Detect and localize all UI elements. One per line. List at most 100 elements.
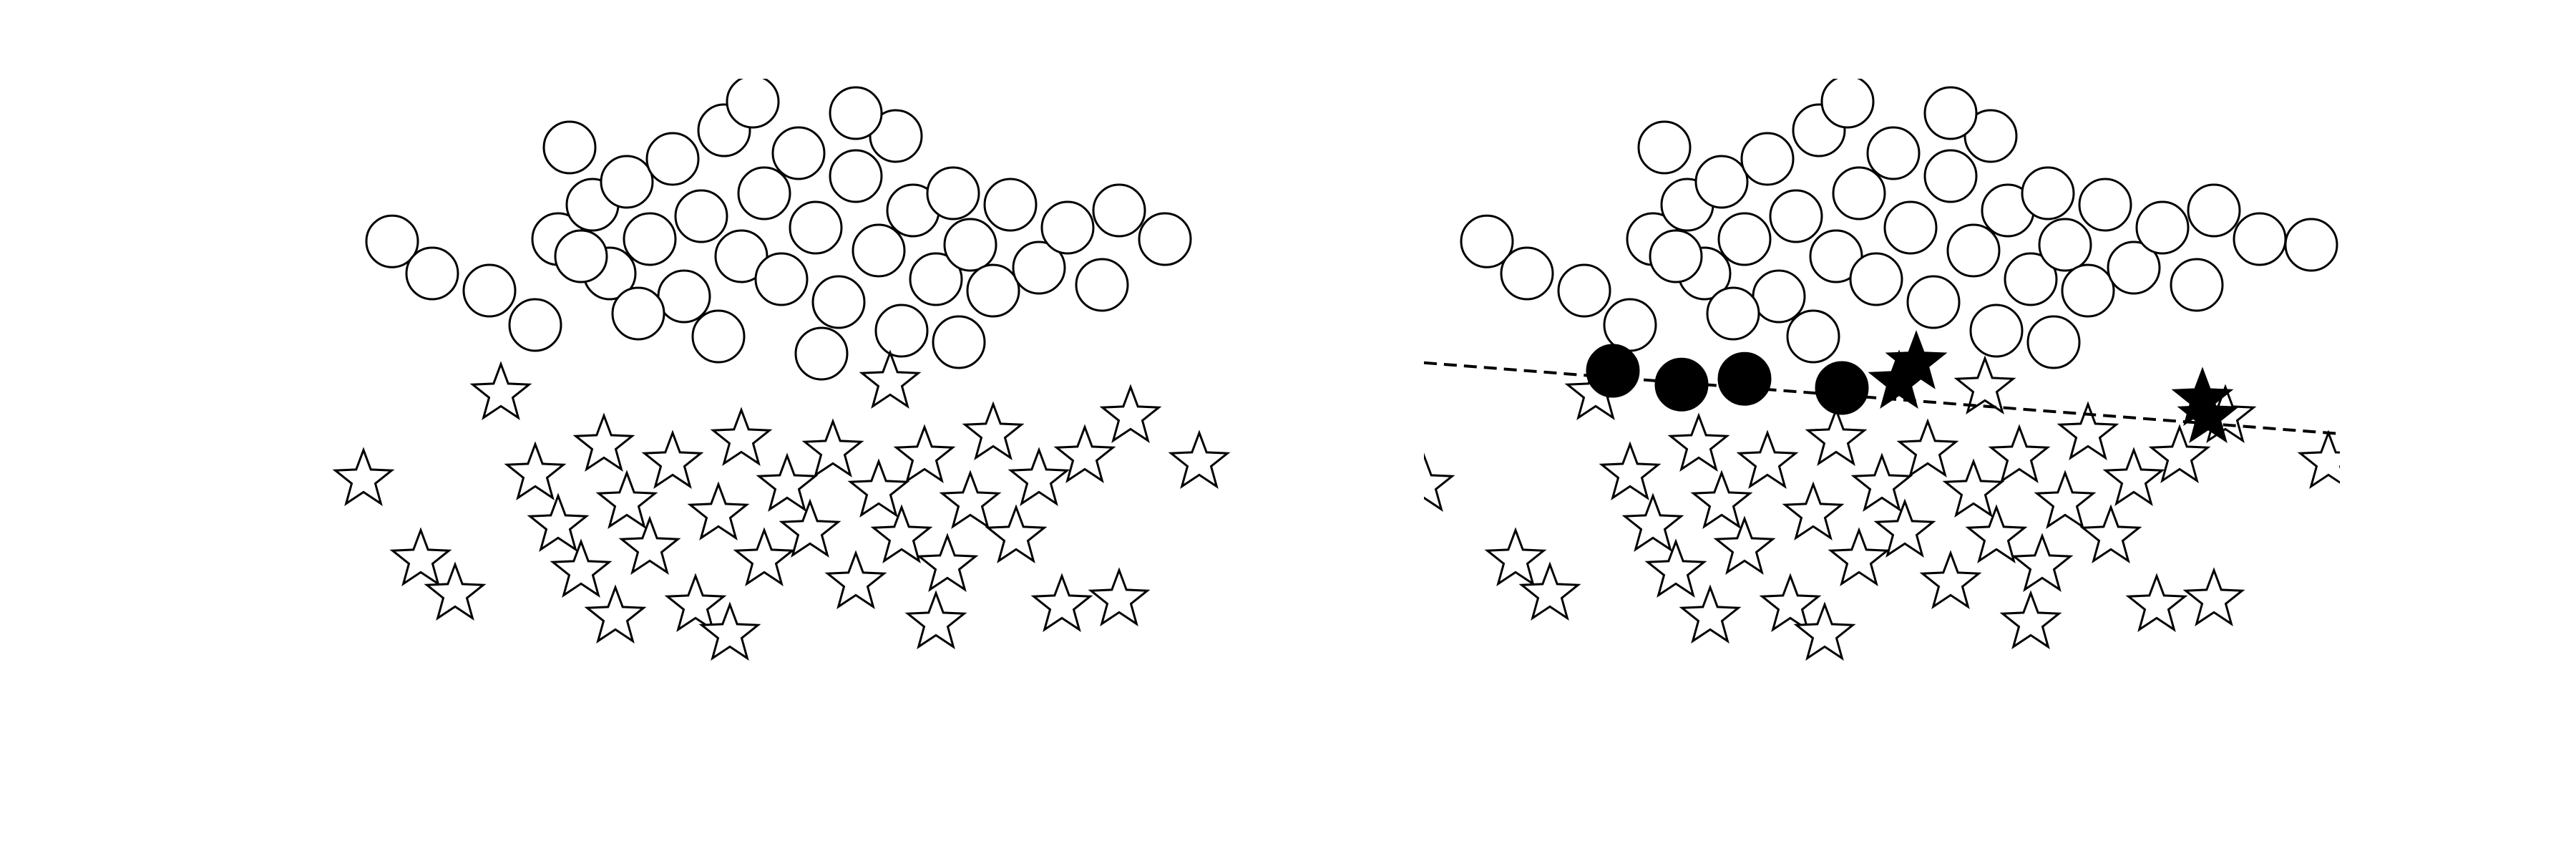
point-white-circle-37 xyxy=(2026,315,2081,369)
point-white-star-5 xyxy=(527,492,590,552)
scatter-panel-right xyxy=(1424,79,2340,766)
point-white-star-14 xyxy=(1828,527,1890,586)
point-white-circle-22 xyxy=(1963,109,2018,163)
point-white-star-16 xyxy=(1873,498,1936,558)
point-white-circle-29 xyxy=(2107,241,2161,295)
point-black-circle-2 xyxy=(1717,351,1772,406)
point-white-star-9 xyxy=(1713,515,1776,575)
point-white-circle-27 xyxy=(2061,263,2115,318)
point-white-star-24 xyxy=(2057,401,2119,460)
point-white-circle-5 xyxy=(542,120,597,175)
point-white-star-26 xyxy=(1008,447,1070,506)
point-white-circle-10 xyxy=(1740,132,1795,186)
point-white-star-18 xyxy=(824,550,887,609)
point-white-circle-33 xyxy=(2233,212,2287,266)
point-black-star-1 xyxy=(1868,349,1931,409)
point-white-star-6 xyxy=(1644,538,1707,598)
point-white-circle-0 xyxy=(1460,214,1514,268)
scatter-plot-left xyxy=(332,79,1231,661)
point-white-star-22 xyxy=(916,533,979,592)
point-white-circle-38 xyxy=(1820,79,1875,129)
point-white-star-27 xyxy=(1030,573,1093,632)
point-white-star-15 xyxy=(1850,452,1913,512)
point-white-circle-17 xyxy=(771,126,826,180)
point-white-circle-26 xyxy=(943,218,997,272)
point-white-star-21 xyxy=(1988,424,2051,483)
series-2-black-circles xyxy=(1586,344,1869,415)
series-0-white-circles xyxy=(1460,79,2338,369)
point-white-star-32 xyxy=(1679,584,1742,644)
point-white-circle-18 xyxy=(1883,200,1938,255)
point-white-circle-8 xyxy=(600,155,654,209)
point-white-circle-31 xyxy=(2170,258,2224,312)
point-white-star-7 xyxy=(572,412,635,472)
point-white-circle-32 xyxy=(1092,183,1146,238)
point-white-star-33 xyxy=(1953,355,2016,414)
point-white-star-35 xyxy=(904,590,967,649)
point-white-circle-0 xyxy=(365,214,419,268)
point-white-star-26 xyxy=(2102,447,2165,506)
point-white-circle-30 xyxy=(2135,200,2190,255)
point-white-circle-1 xyxy=(405,246,459,301)
series-3-black-stars xyxy=(1868,330,2240,443)
point-white-circle-35 xyxy=(691,309,746,364)
point-white-star-20 xyxy=(870,504,933,563)
point-white-star-13 xyxy=(710,407,773,466)
point-white-star-12 xyxy=(687,481,750,540)
point-white-circle-3 xyxy=(508,298,562,352)
point-white-circle-26 xyxy=(2038,218,2092,272)
point-white-star-29 xyxy=(2182,567,2245,626)
point-white-circle-16 xyxy=(754,252,809,306)
point-black-circle-1 xyxy=(1654,357,1709,412)
point-white-star-14 xyxy=(733,527,796,586)
point-white-circle-19 xyxy=(811,275,866,329)
point-white-star-21 xyxy=(893,424,956,483)
point-white-circle-9 xyxy=(623,212,677,266)
point-white-star-25 xyxy=(2079,504,2142,563)
point-white-star-11 xyxy=(1759,573,1822,632)
point-white-star-34 xyxy=(698,601,761,661)
point-white-circle-15 xyxy=(1832,166,1886,220)
point-white-star-35 xyxy=(1999,590,2062,649)
point-white-circle-22 xyxy=(869,109,923,163)
point-white-star-28 xyxy=(1053,424,1116,483)
point-white-star-16 xyxy=(779,498,841,558)
point-white-circle-39 xyxy=(726,79,780,129)
point-white-star-23 xyxy=(939,470,1002,529)
point-white-star-9 xyxy=(618,515,681,575)
point-white-star-5 xyxy=(1621,492,1684,552)
scatter-plot-right xyxy=(1424,79,2340,661)
point-white-circle-31 xyxy=(1075,258,1129,312)
point-white-circle-19 xyxy=(1906,275,1961,329)
point-white-circle-39 xyxy=(1923,86,1978,140)
point-white-circle-11 xyxy=(657,269,711,324)
point-white-star-24 xyxy=(962,401,1025,460)
point-white-star-19 xyxy=(847,458,910,518)
point-white-circle-3 xyxy=(1603,298,1657,352)
point-white-star-8 xyxy=(1690,470,1753,529)
point-white-circle-28 xyxy=(2078,178,2132,232)
point-white-star-20 xyxy=(1965,504,2028,563)
point-white-star-34 xyxy=(1793,601,1856,661)
point-white-circle-27 xyxy=(966,263,1020,318)
point-white-star-4 xyxy=(1599,441,1662,500)
point-white-circle-21 xyxy=(1946,223,2001,278)
scatter-panel-left xyxy=(329,79,1245,766)
point-white-circle-34 xyxy=(611,286,665,341)
point-white-star-6 xyxy=(550,538,613,598)
point-white-circle-1 xyxy=(1500,246,1554,301)
point-white-circle-28 xyxy=(983,178,1038,232)
point-black-circle-3 xyxy=(1815,361,1869,415)
point-white-circle-5 xyxy=(1637,120,1692,175)
point-white-circle-34 xyxy=(1706,286,1760,341)
point-white-star-0 xyxy=(332,447,395,506)
point-white-circle-40 xyxy=(1649,229,1703,283)
point-white-circle-37 xyxy=(874,304,929,358)
point-white-star-12 xyxy=(1782,481,1845,540)
point-white-circle-36 xyxy=(1969,304,2024,358)
point-white-star-1 xyxy=(1484,527,1547,586)
point-black-star-3 xyxy=(2177,384,2240,443)
point-white-star-4 xyxy=(504,441,567,500)
point-white-circle-12 xyxy=(674,189,728,243)
